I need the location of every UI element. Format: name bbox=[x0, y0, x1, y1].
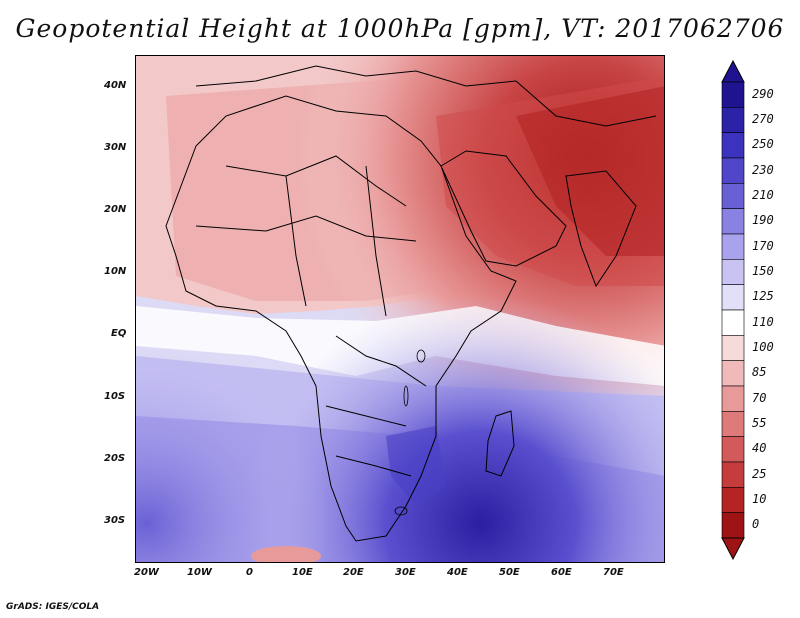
lat-label-20s: 20S bbox=[104, 453, 126, 464]
lat-label-30s: 30S bbox=[104, 515, 126, 526]
colorbar-label: 290 bbox=[752, 86, 774, 101]
colorbar-label: 100 bbox=[752, 340, 774, 354]
colorbar-swatch bbox=[721, 436, 745, 463]
colorbar-label: 40 bbox=[752, 441, 767, 456]
colorbar-label: 210 bbox=[752, 188, 774, 202]
lon-label-10e: 10E bbox=[292, 567, 313, 578]
colorbar-label: 0 bbox=[752, 517, 760, 532]
lon-label-30e: 30E bbox=[395, 567, 416, 578]
colorbar-label: 55 bbox=[752, 416, 767, 430]
lon-label-10w: 10W bbox=[187, 567, 212, 578]
footer-credit: GrADS: IGES/COLA bbox=[6, 602, 100, 612]
lon-label-70e: 70E bbox=[603, 567, 624, 578]
colorbar-swatch bbox=[721, 335, 745, 361]
map-panel bbox=[135, 55, 665, 563]
colorbar-swatch bbox=[721, 157, 745, 184]
coastlines bbox=[165, 65, 657, 542]
colorbar-swatch bbox=[721, 107, 745, 133]
colorbar-swatch bbox=[721, 233, 745, 260]
colorbar bbox=[721, 60, 745, 560]
map-field bbox=[136, 56, 664, 562]
lon-label-40e: 40E bbox=[447, 567, 468, 578]
colorbar-swatch bbox=[721, 487, 745, 513]
colorbar-label: 170 bbox=[752, 238, 774, 253]
colorbar-swatch bbox=[721, 461, 745, 488]
colorbar-swatch bbox=[721, 81, 745, 108]
colorbar-swatch bbox=[721, 183, 745, 209]
lat-label-40n: 40N bbox=[104, 80, 127, 91]
lon-label-50e: 50E bbox=[499, 567, 520, 578]
colorbar-swatch bbox=[721, 411, 745, 437]
lat-label-10n: 10N bbox=[104, 266, 127, 277]
lon-label-0: 0 bbox=[246, 567, 253, 578]
colorbar-label: 85 bbox=[752, 365, 767, 380]
colorbar-label: 70 bbox=[752, 390, 767, 405]
colorbar-label: 25 bbox=[752, 466, 767, 481]
colorbar-swatch bbox=[721, 385, 745, 412]
colorbar-label: 270 bbox=[752, 112, 774, 126]
colorbar-bottom-arrow bbox=[721, 537, 745, 560]
lat-label-eq: EQ bbox=[111, 328, 127, 339]
colorbar-swatch bbox=[721, 132, 745, 159]
lon-label-60e: 60E bbox=[551, 567, 572, 578]
lat-label-10s: 10S bbox=[104, 391, 126, 402]
colorbar-swatch bbox=[721, 259, 745, 285]
lat-label-20n: 20N bbox=[104, 204, 127, 215]
chart-title: Geopotential Height at 1000hPa [gpm], VT… bbox=[15, 14, 785, 43]
lat-label-30n: 30N bbox=[104, 142, 127, 153]
colorbar-label: 150 bbox=[752, 264, 774, 278]
colorbar-label: 230 bbox=[752, 162, 774, 177]
colorbar-swatch bbox=[721, 512, 745, 539]
lon-label-20e: 20E bbox=[343, 567, 364, 578]
lon-label-20w: 20W bbox=[134, 567, 159, 578]
colorbar-label: 250 bbox=[752, 137, 774, 152]
colorbar-label: 110 bbox=[752, 314, 774, 329]
colorbar-label: 190 bbox=[752, 213, 774, 228]
colorbar-label: 125 bbox=[752, 289, 774, 304]
colorbar-label: 10 bbox=[752, 492, 767, 506]
colorbar-top-arrow bbox=[721, 60, 745, 83]
colorbar-swatch bbox=[721, 208, 745, 235]
colorbar-swatch bbox=[721, 309, 745, 336]
colorbar-swatch bbox=[721, 284, 745, 311]
colorbar-swatch bbox=[721, 360, 745, 387]
